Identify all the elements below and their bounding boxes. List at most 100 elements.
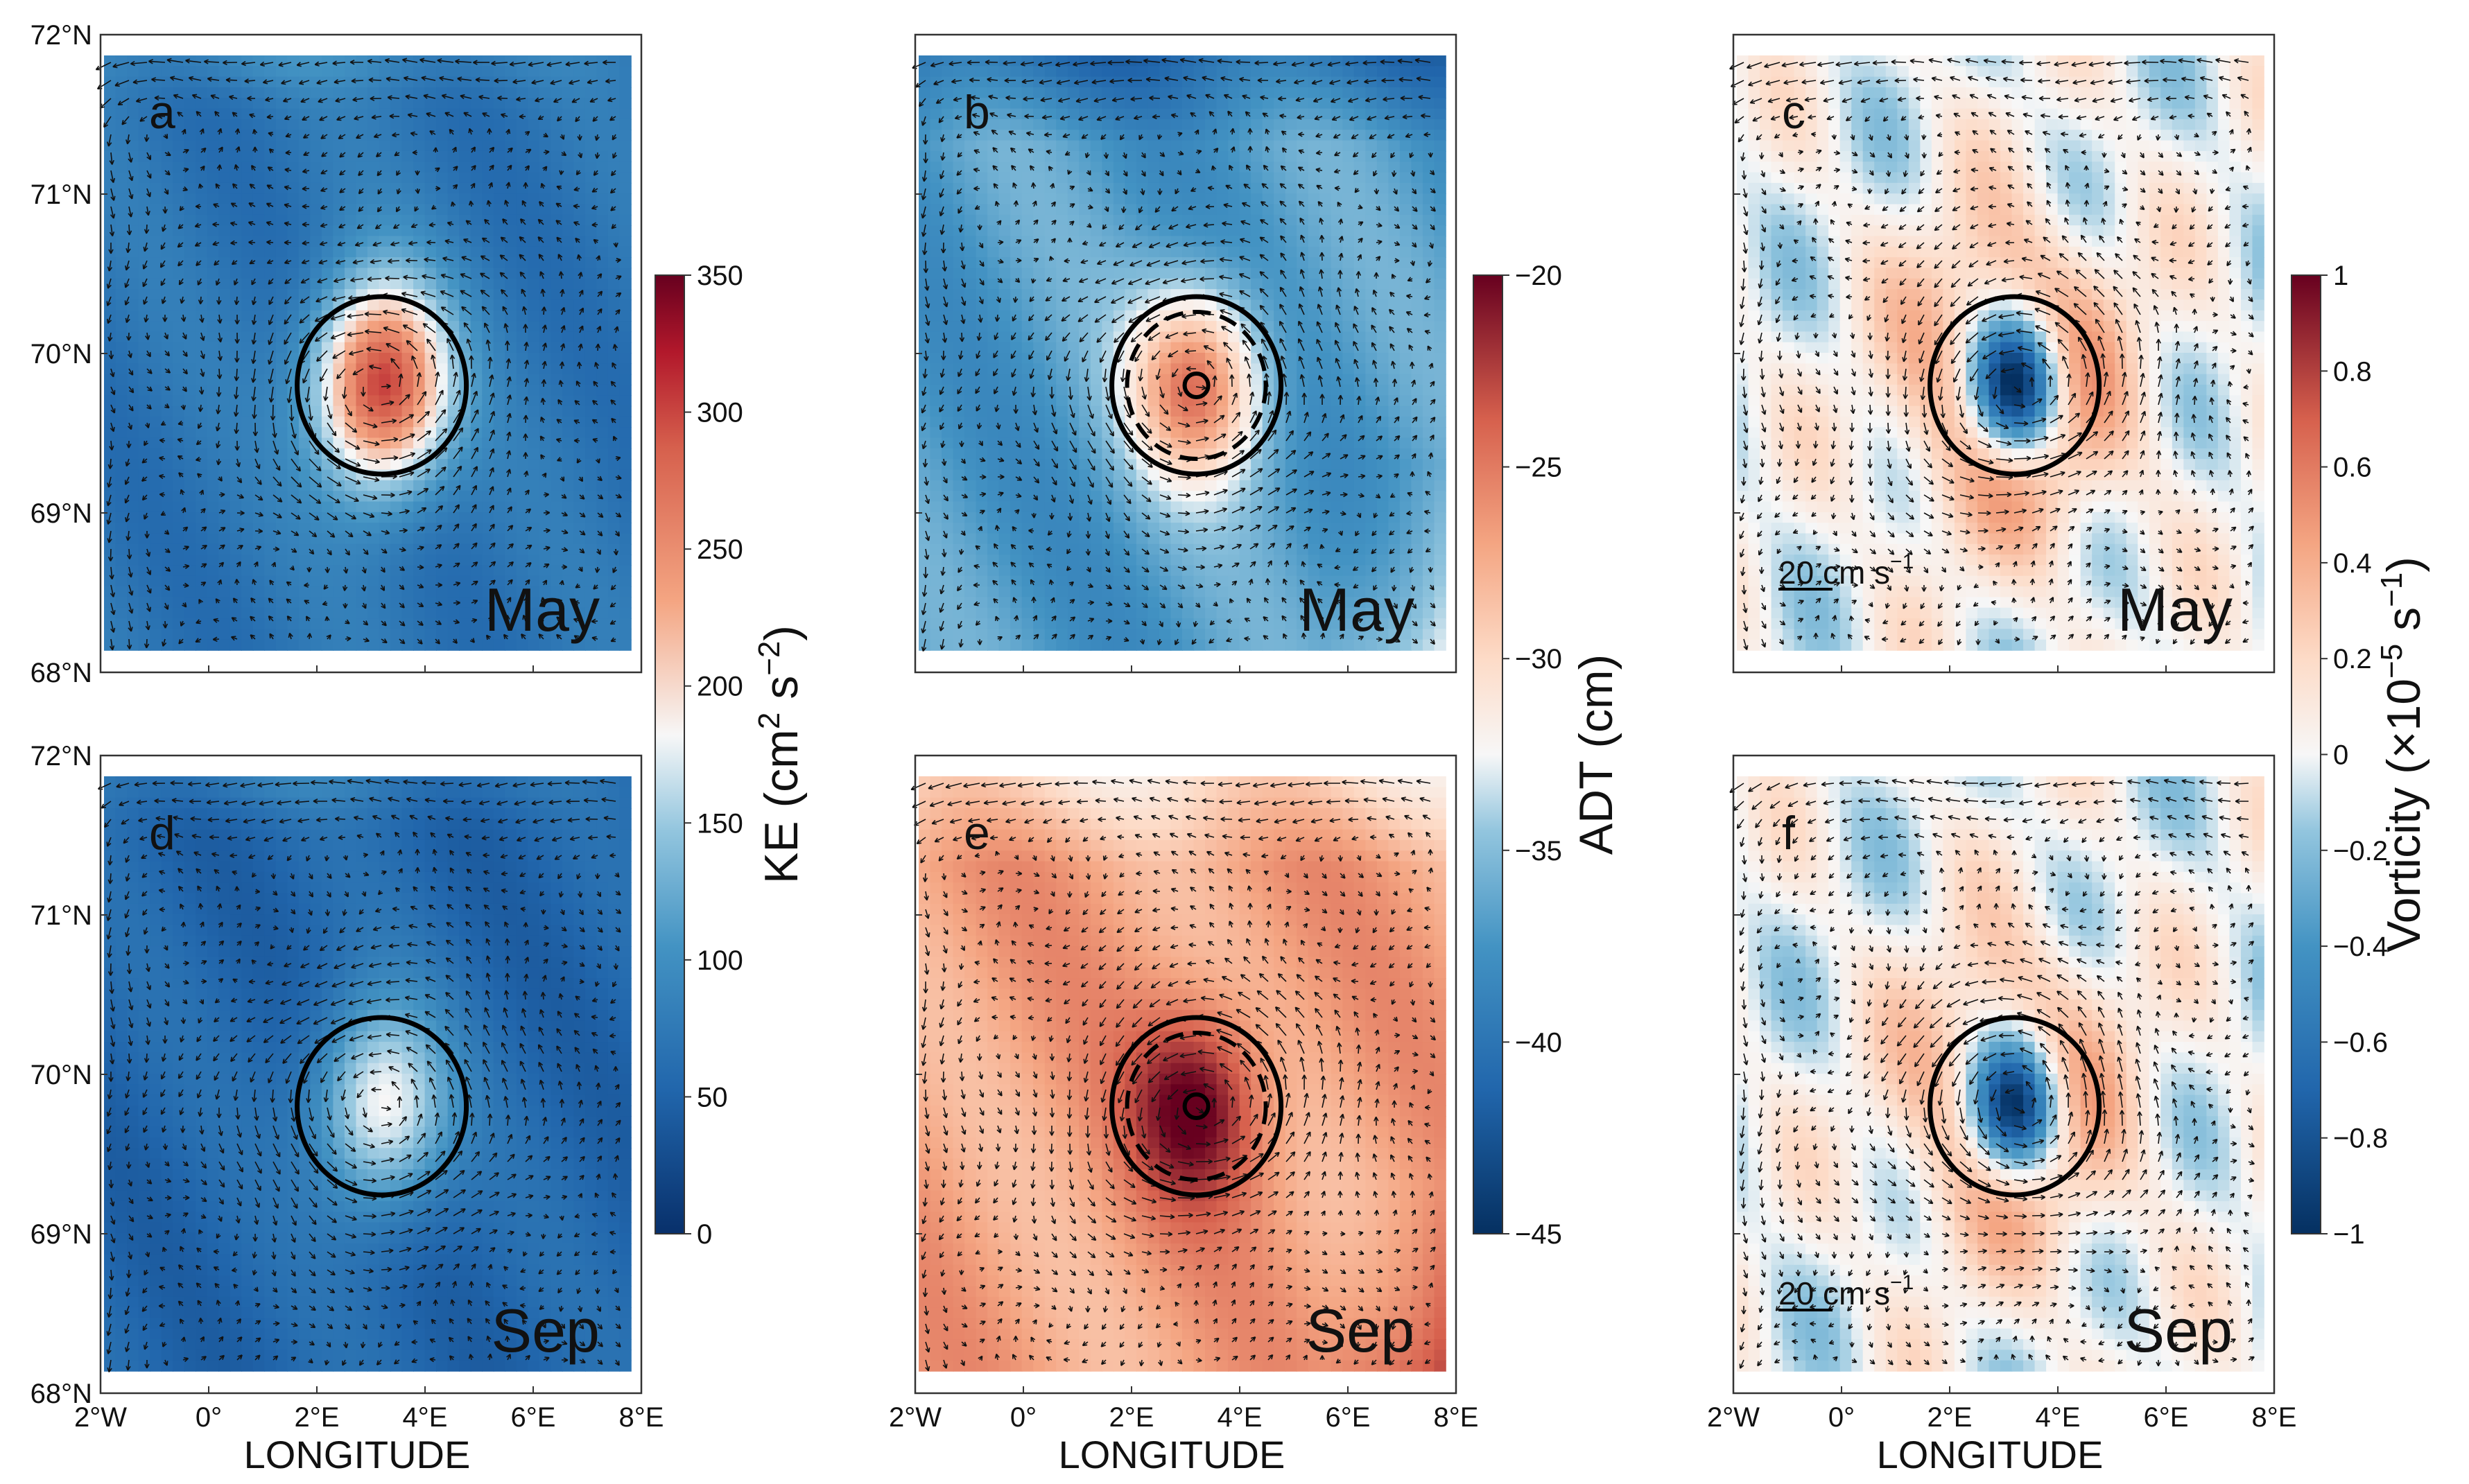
heatmap-cell [436, 140, 449, 152]
heatmap-cell [998, 395, 1011, 407]
heatmap-cell [596, 289, 609, 301]
heatmap-cell [138, 182, 150, 194]
heatmap-cell [447, 607, 460, 619]
heatmap-cell [252, 236, 266, 247]
heatmap-cell [596, 98, 609, 110]
heatmap-cell [505, 437, 517, 449]
heatmap-cell [310, 246, 322, 258]
heatmap-cell [287, 214, 300, 226]
heatmap-cell [459, 150, 471, 163]
heatmap-cell [976, 586, 988, 598]
heatmap-cell [1044, 299, 1057, 311]
heatmap-cell [401, 172, 414, 184]
heatmap-cell [127, 491, 139, 503]
heatmap-cell [390, 575, 403, 587]
heatmap-cell [1090, 225, 1103, 237]
heatmap-cell [229, 246, 243, 258]
heatmap-cell [321, 225, 334, 237]
heatmap-cell [150, 214, 162, 226]
heatmap-cell [150, 523, 162, 534]
heatmap-cell [1170, 214, 1183, 226]
heatmap-cell [1193, 353, 1206, 365]
heatmap-cell [115, 172, 128, 184]
heatmap-cell [173, 66, 185, 78]
heatmap-cell [505, 427, 517, 439]
heatmap-cell [584, 448, 598, 460]
heatmap-cell [1010, 533, 1023, 545]
heatmap-cell [573, 555, 586, 566]
heatmap-cell [619, 469, 632, 481]
heatmap-cell [976, 395, 988, 407]
heatmap-cell [482, 225, 494, 237]
heatmap-cell [287, 108, 300, 120]
heatmap-cell [1113, 586, 1126, 598]
heatmap-cell [390, 331, 403, 343]
heatmap-cell [184, 130, 196, 141]
heatmap-cell [104, 140, 116, 152]
heatmap-cell [207, 236, 220, 247]
heatmap-cell [1021, 597, 1034, 609]
heatmap-cell [264, 299, 277, 311]
heatmap-cell [184, 214, 196, 226]
heatmap-cell [505, 257, 517, 269]
heatmap-cell [607, 384, 621, 396]
heatmap-cell [964, 523, 977, 534]
heatmap-cell [562, 193, 575, 205]
heatmap-cell [207, 353, 220, 365]
heatmap-cell [976, 66, 988, 78]
heatmap-cell [264, 607, 277, 619]
heatmap-cell [964, 289, 977, 301]
heatmap-cell [310, 565, 322, 577]
heatmap-cell [115, 469, 128, 481]
heatmap-cell [184, 140, 196, 152]
heatmap-cell [229, 618, 243, 630]
heatmap-cell [390, 299, 403, 311]
heatmap-cell [264, 76, 277, 88]
heatmap-cell [619, 130, 632, 141]
heatmap-cell [344, 172, 357, 184]
heatmap-cell [1067, 310, 1080, 322]
heatmap-cell [619, 597, 632, 609]
heatmap-cell [1147, 555, 1160, 566]
heatmap-cell [539, 459, 552, 471]
heatmap-cell [573, 321, 586, 333]
heatmap-cell [942, 87, 954, 99]
heatmap-cell [184, 299, 196, 311]
heatmap-cell [1090, 586, 1103, 598]
heatmap-cell [150, 384, 162, 396]
heatmap-cell [953, 204, 965, 216]
heatmap-cell [1056, 204, 1068, 216]
heatmap-cell [942, 405, 954, 417]
heatmap-cell [161, 268, 173, 279]
heatmap-cell [367, 629, 380, 640]
heatmap-cell [964, 427, 977, 439]
heatmap-cell [619, 278, 632, 290]
heatmap-cell [218, 55, 231, 67]
heatmap-cell [275, 597, 288, 609]
heatmap-cell [424, 575, 437, 587]
heatmap-cell [964, 543, 977, 555]
heatmap-cell [919, 543, 931, 555]
heatmap-cell [562, 257, 575, 269]
heatmap-cell [562, 374, 575, 385]
heatmap-cell [173, 469, 185, 481]
heatmap-cell [539, 204, 552, 216]
heatmap-cell [930, 289, 942, 301]
heatmap-cell [115, 607, 128, 619]
heatmap-cell [447, 629, 460, 640]
heatmap-cell [241, 257, 254, 269]
heatmap-cell [1067, 555, 1080, 566]
heatmap-cell [987, 533, 1000, 545]
heatmap-cell [218, 193, 231, 205]
heatmap-cell [1193, 299, 1206, 311]
heatmap-cell [127, 130, 139, 141]
heatmap-cell [436, 374, 449, 385]
heatmap-cell [241, 363, 254, 375]
heatmap-cell [344, 342, 357, 353]
heatmap-cell [976, 607, 988, 619]
heatmap-cell [173, 162, 185, 173]
heatmap-cell [998, 543, 1011, 555]
heatmap-cell [390, 172, 403, 184]
heatmap-cell [424, 555, 437, 566]
